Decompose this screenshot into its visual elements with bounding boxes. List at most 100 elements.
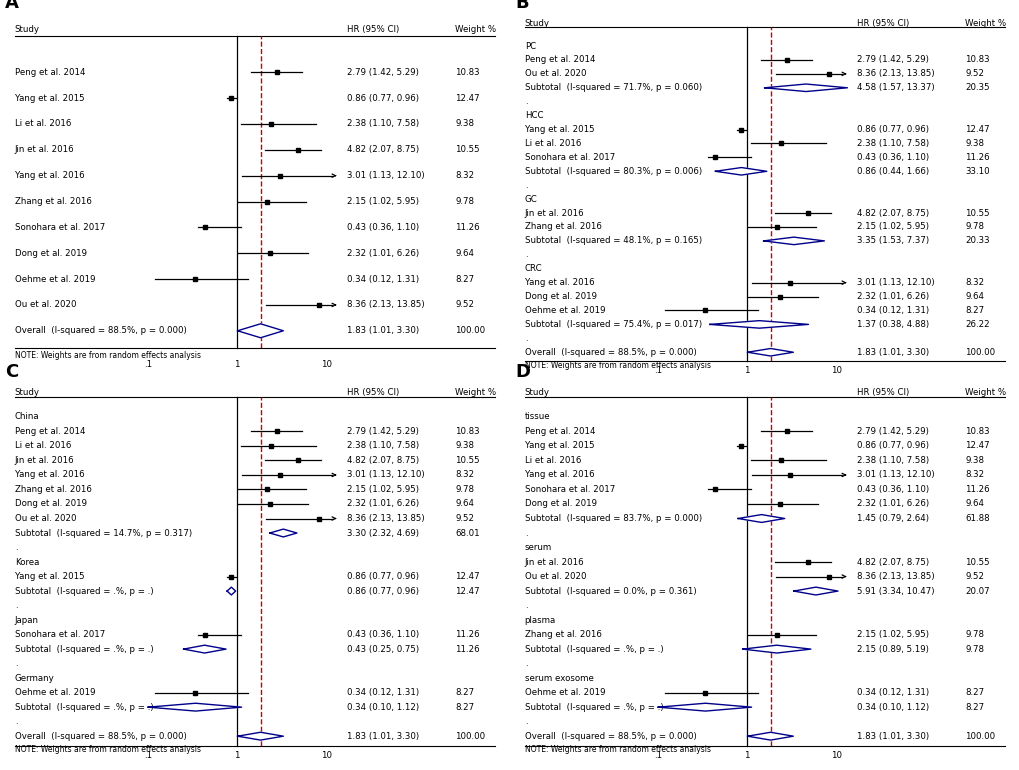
Text: 2.15 (1.02, 5.95): 2.15 (1.02, 5.95)	[856, 223, 927, 232]
Text: Peng et al. 2014: Peng et al. 2014	[14, 68, 85, 77]
Text: Peng et al. 2014: Peng et al. 2014	[524, 55, 594, 65]
Text: HCC: HCC	[524, 111, 543, 120]
Text: 9.64: 9.64	[454, 500, 474, 508]
Text: 0.43 (0.36, 1.10): 0.43 (0.36, 1.10)	[346, 630, 419, 639]
Text: CRC: CRC	[524, 264, 542, 273]
Text: 10.55: 10.55	[964, 557, 989, 567]
Polygon shape	[148, 703, 242, 711]
Text: Oehme et al. 2019: Oehme et al. 2019	[14, 275, 95, 283]
Text: .1: .1	[653, 751, 661, 759]
Text: 1: 1	[744, 366, 749, 375]
Text: Study: Study	[524, 18, 549, 28]
Text: 8.27: 8.27	[454, 703, 474, 711]
Text: 8.32: 8.32	[964, 278, 983, 287]
Polygon shape	[183, 645, 226, 653]
Text: serum exosome: serum exosome	[524, 674, 593, 683]
Text: Weight %: Weight %	[454, 25, 496, 34]
Text: B: B	[515, 0, 529, 12]
Text: Subtotal  (I-squared = 48.1%, p = 0.165): Subtotal (I-squared = 48.1%, p = 0.165)	[524, 236, 701, 246]
Text: 3.01 (1.13, 12.10): 3.01 (1.13, 12.10)	[346, 470, 424, 480]
Text: Subtotal  (I-squared = 75.4%, p = 0.017): Subtotal (I-squared = 75.4%, p = 0.017)	[524, 320, 701, 329]
Text: 2.15 (1.02, 5.95): 2.15 (1.02, 5.95)	[346, 197, 418, 206]
Polygon shape	[742, 645, 810, 653]
Text: .: .	[524, 181, 527, 189]
Text: .: .	[524, 97, 527, 106]
Text: 2.32 (1.01, 6.26): 2.32 (1.01, 6.26)	[856, 292, 928, 301]
Text: 10.55: 10.55	[454, 456, 480, 465]
Text: 0.86 (0.77, 0.96): 0.86 (0.77, 0.96)	[856, 441, 927, 450]
Polygon shape	[227, 588, 235, 595]
Text: Study: Study	[524, 389, 549, 397]
Text: 9.38: 9.38	[454, 441, 474, 450]
Text: tissue: tissue	[524, 413, 549, 421]
Polygon shape	[237, 324, 283, 338]
Text: China: China	[14, 413, 40, 421]
Text: 0.86 (0.77, 0.96): 0.86 (0.77, 0.96)	[346, 94, 418, 102]
Text: Overall  (I-squared = 88.5%, p = 0.000): Overall (I-squared = 88.5%, p = 0.000)	[14, 326, 186, 335]
Text: 11.26: 11.26	[454, 644, 480, 654]
Text: Overall  (I-squared = 88.5%, p = 0.000): Overall (I-squared = 88.5%, p = 0.000)	[524, 732, 696, 741]
Text: .: .	[14, 601, 17, 610]
Text: 9.78: 9.78	[454, 485, 474, 494]
Text: 2.15 (1.02, 5.95): 2.15 (1.02, 5.95)	[856, 630, 927, 639]
Text: 9.52: 9.52	[454, 300, 474, 310]
Text: 8.27: 8.27	[964, 688, 983, 697]
Text: C: C	[5, 363, 18, 381]
Text: Peng et al. 2014: Peng et al. 2014	[14, 427, 85, 436]
Text: Yang et al. 2015: Yang et al. 2015	[524, 125, 594, 134]
Text: Subtotal  (I-squared = 80.3%, p = 0.006): Subtotal (I-squared = 80.3%, p = 0.006)	[524, 167, 701, 176]
Text: .: .	[524, 528, 527, 537]
Text: 9.64: 9.64	[964, 500, 983, 508]
Text: Yang et al. 2016: Yang et al. 2016	[524, 278, 594, 287]
Text: Study: Study	[14, 25, 40, 34]
Text: PC: PC	[524, 42, 535, 51]
Text: 3.01 (1.13, 12.10): 3.01 (1.13, 12.10)	[346, 171, 424, 180]
Text: Dong et al. 2019: Dong et al. 2019	[14, 500, 87, 508]
Polygon shape	[764, 84, 847, 92]
Text: 2.79 (1.42, 5.29): 2.79 (1.42, 5.29)	[856, 427, 927, 436]
Text: 2.79 (1.42, 5.29): 2.79 (1.42, 5.29)	[346, 68, 418, 77]
Text: Subtotal  (I-squared = .%, p = .): Subtotal (I-squared = .%, p = .)	[14, 587, 153, 595]
Text: Ou et al. 2020: Ou et al. 2020	[14, 300, 76, 310]
Polygon shape	[657, 703, 751, 711]
Text: Sonohara et al. 2017: Sonohara et al. 2017	[14, 630, 105, 639]
Text: Japan: Japan	[14, 615, 39, 624]
Text: 3.01 (1.13, 12.10): 3.01 (1.13, 12.10)	[856, 470, 933, 480]
Text: 0.86 (0.77, 0.96): 0.86 (0.77, 0.96)	[346, 572, 418, 581]
Text: .: .	[524, 250, 527, 259]
Text: Zhang et al. 2016: Zhang et al. 2016	[14, 197, 92, 206]
Text: 0.34 (0.12, 1.31): 0.34 (0.12, 1.31)	[856, 688, 928, 697]
Text: GC: GC	[524, 195, 537, 203]
Text: 61.88: 61.88	[964, 514, 989, 523]
Polygon shape	[747, 349, 793, 356]
Text: Ou et al. 2020: Ou et al. 2020	[14, 514, 76, 523]
Text: Yang et al. 2015: Yang et al. 2015	[14, 94, 85, 102]
Text: 2.38 (1.10, 7.58): 2.38 (1.10, 7.58)	[856, 139, 928, 148]
Text: 33.10: 33.10	[964, 167, 989, 176]
Text: 12.47: 12.47	[964, 441, 989, 450]
Text: 0.34 (0.12, 1.31): 0.34 (0.12, 1.31)	[856, 306, 928, 315]
Text: Weight %: Weight %	[454, 389, 496, 397]
Text: 0.86 (0.77, 0.96): 0.86 (0.77, 0.96)	[856, 125, 927, 134]
Text: 1.83 (1.01, 3.30): 1.83 (1.01, 3.30)	[346, 732, 419, 741]
Text: .: .	[14, 659, 17, 668]
Text: 3.35 (1.53, 7.37): 3.35 (1.53, 7.37)	[856, 236, 928, 246]
Text: Subtotal  (I-squared = .%, p = .): Subtotal (I-squared = .%, p = .)	[14, 644, 153, 654]
Text: HR (95% CI): HR (95% CI)	[856, 389, 908, 397]
Text: 2.15 (1.02, 5.95): 2.15 (1.02, 5.95)	[346, 485, 418, 494]
Text: Subtotal  (I-squared = 0.0%, p = 0.361): Subtotal (I-squared = 0.0%, p = 0.361)	[524, 587, 696, 595]
Text: Subtotal  (I-squared = .%, p = .): Subtotal (I-squared = .%, p = .)	[524, 644, 662, 654]
Text: 11.26: 11.26	[454, 223, 480, 232]
Text: Zhang et al. 2016: Zhang et al. 2016	[524, 630, 601, 639]
Text: HR (95% CI): HR (95% CI)	[346, 389, 398, 397]
Polygon shape	[714, 168, 766, 175]
Text: Sonohara et al. 2017: Sonohara et al. 2017	[524, 153, 614, 162]
Text: 8.32: 8.32	[454, 470, 474, 480]
Polygon shape	[709, 320, 808, 328]
Text: Sonohara et al. 2017: Sonohara et al. 2017	[14, 223, 105, 232]
Text: 1.83 (1.01, 3.30): 1.83 (1.01, 3.30)	[856, 348, 928, 357]
Text: .1: .1	[653, 366, 661, 375]
Text: 1: 1	[744, 751, 749, 759]
Text: 3.01 (1.13, 12.10): 3.01 (1.13, 12.10)	[856, 278, 933, 287]
Text: .1: .1	[144, 360, 152, 369]
